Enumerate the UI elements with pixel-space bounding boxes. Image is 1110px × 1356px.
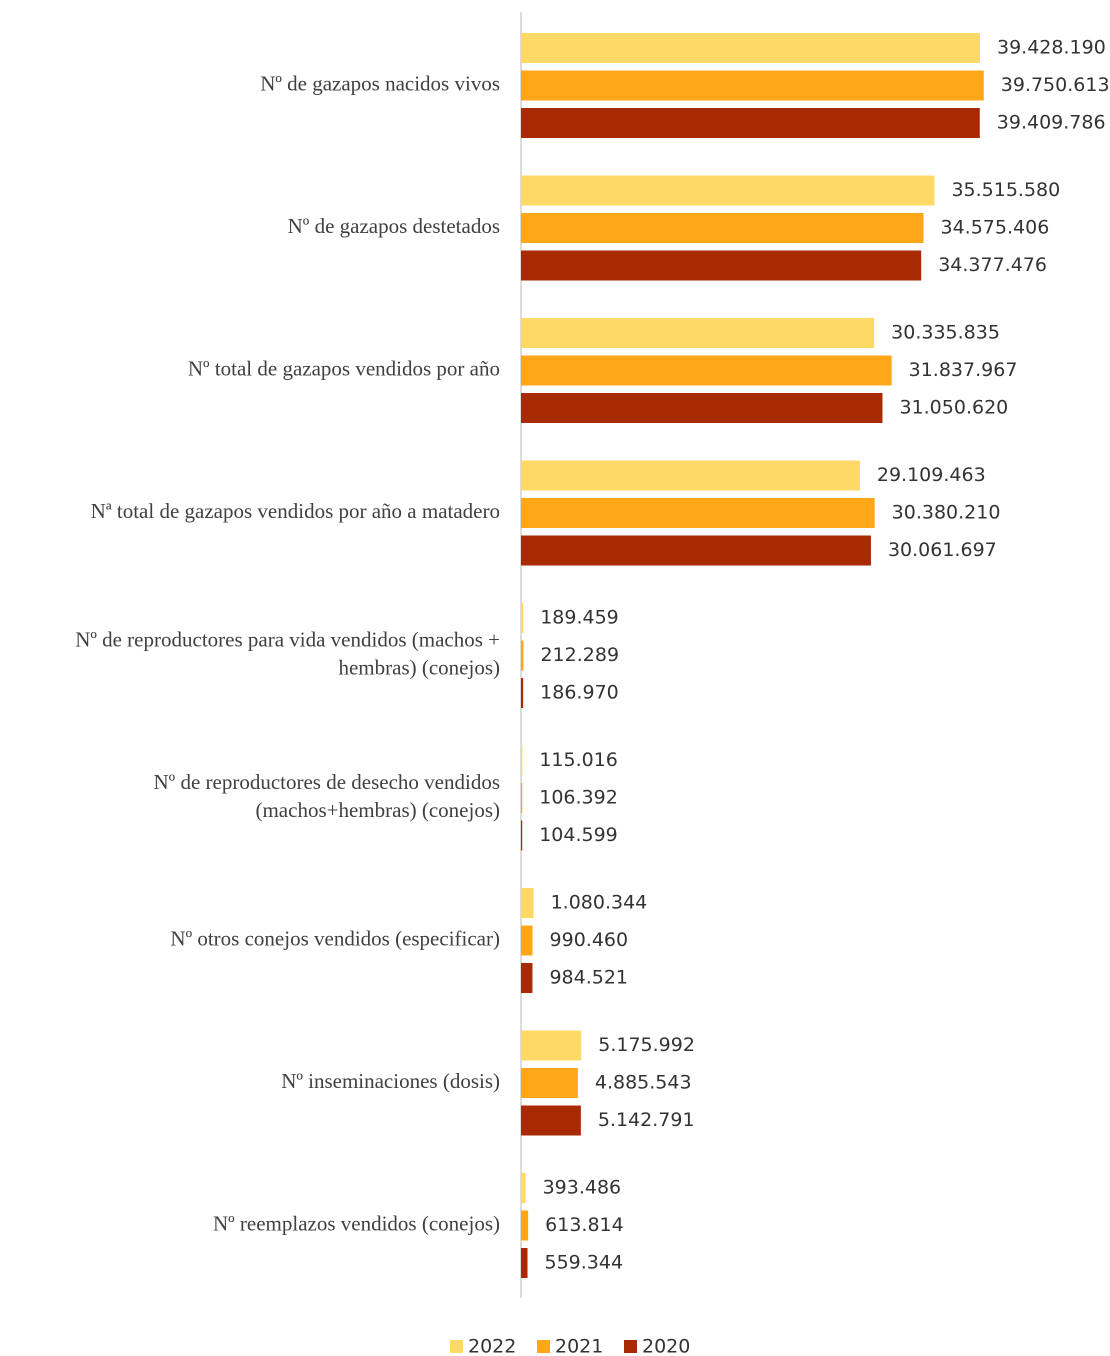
legend-label-2021: 2021 bbox=[555, 1336, 603, 1356]
data-label-2022: 39.428.190 bbox=[997, 37, 1106, 59]
data-label-2020: 559.344 bbox=[545, 1252, 624, 1274]
legend-label-2020: 2020 bbox=[642, 1336, 690, 1356]
bar-2020 bbox=[521, 535, 871, 566]
bar-2020 bbox=[521, 250, 922, 281]
data-label-2020: 186.970 bbox=[540, 682, 619, 704]
bar-2020 bbox=[521, 1248, 528, 1278]
data-label-2020: 5.142.791 bbox=[598, 1109, 695, 1131]
data-label-2021: 990.460 bbox=[550, 929, 629, 951]
bar-2021 bbox=[521, 783, 523, 813]
legend-swatch-2020 bbox=[624, 1340, 637, 1353]
bar-2022 bbox=[521, 603, 524, 633]
bar-2021 bbox=[521, 70, 984, 101]
category-label: Nº de reproductores para vida vendidos (… bbox=[75, 627, 500, 679]
category-label: Nº reemplazos vendidos (conejos) bbox=[213, 1211, 500, 1235]
data-label-2022: 393.486 bbox=[543, 1177, 622, 1199]
data-label-2021: 30.380.210 bbox=[892, 502, 1001, 524]
data-label-2021: 34.575.406 bbox=[941, 217, 1050, 239]
bar-2020 bbox=[521, 820, 523, 851]
bar-2021 bbox=[521, 925, 533, 956]
data-label-2020: 30.061.697 bbox=[888, 539, 997, 561]
legend-label-2022: 2022 bbox=[468, 1336, 516, 1356]
category-label-line: Nº reemplazos vendidos (conejos) bbox=[213, 1211, 500, 1235]
category-label-line: Nº otros conejos vendidos (especificar) bbox=[170, 926, 500, 950]
category-label-line: Nº de reproductores para vida vendidos (… bbox=[75, 627, 500, 651]
bar-2022 bbox=[521, 745, 523, 776]
data-label-2022: 35.515.580 bbox=[951, 179, 1060, 201]
bar-2020 bbox=[521, 1105, 581, 1136]
category-label: Nº de reproductores de desecho vendidos (… bbox=[154, 770, 500, 822]
bar-2020 bbox=[521, 108, 980, 138]
data-label-2022: 29.109.463 bbox=[877, 464, 986, 486]
category-label-line: Nº de gazapos nacidos vivos bbox=[260, 71, 500, 95]
bar-2022 bbox=[521, 1173, 526, 1203]
bar-2021 bbox=[521, 1068, 578, 1098]
data-label-2022: 1.080.344 bbox=[551, 892, 648, 914]
data-label-2021: 212.289 bbox=[540, 644, 619, 666]
bar-2022 bbox=[521, 888, 534, 918]
bar-2022 bbox=[521, 318, 875, 348]
bar-2022 bbox=[521, 175, 935, 206]
data-label-2022: 189.459 bbox=[540, 607, 619, 629]
bar-2020 bbox=[521, 963, 533, 993]
category-label: Nª total de gazapos vendidos por año a m… bbox=[91, 499, 500, 523]
category-label-line: Nª total de gazapos vendidos por año a m… bbox=[91, 499, 500, 523]
bar-2022 bbox=[521, 1030, 582, 1061]
category-label-line: Nº de reproductores de desecho vendidos bbox=[154, 770, 500, 794]
data-label-2020: 984.521 bbox=[549, 967, 628, 989]
data-label-2021: 106.392 bbox=[539, 787, 618, 809]
data-label-2020: 104.599 bbox=[539, 824, 618, 846]
category-label: Nº de gazapos nacidos vivos bbox=[260, 71, 500, 95]
category-label-line: Nº de gazapos destetados bbox=[288, 214, 500, 238]
data-label-2021: 39.750.613 bbox=[1001, 74, 1110, 96]
category-label: Nº inseminaciones (dosis) bbox=[281, 1069, 500, 1093]
data-label-2021: 4.885.543 bbox=[595, 1072, 692, 1094]
bar-2021 bbox=[521, 640, 524, 671]
category-label-line: Nº total de gazapos vendidos por año bbox=[188, 356, 500, 380]
bar-2021 bbox=[521, 498, 875, 528]
bar-2020 bbox=[521, 393, 883, 423]
legend-swatch-2022 bbox=[450, 1340, 463, 1353]
data-label-2020: 31.050.620 bbox=[899, 397, 1008, 419]
bar-2021 bbox=[521, 213, 924, 243]
bar-2020 bbox=[521, 678, 524, 708]
category-label-line: hembras) (conejos) bbox=[338, 655, 500, 679]
category-label: Nº total de gazapos vendidos por año bbox=[188, 356, 500, 380]
bar-2021 bbox=[521, 1210, 529, 1241]
data-label-2022: 5.175.992 bbox=[598, 1034, 695, 1056]
bar-2021 bbox=[521, 355, 892, 386]
legend-swatch-2021 bbox=[537, 1340, 550, 1353]
data-label-2022: 115.016 bbox=[539, 749, 618, 771]
data-label-2021: 613.814 bbox=[545, 1214, 624, 1236]
category-label-line: Nº inseminaciones (dosis) bbox=[281, 1069, 500, 1093]
category-label-line: (machos+hembras) (conejos) bbox=[255, 798, 500, 822]
data-label-2021: 31.837.967 bbox=[909, 359, 1018, 381]
category-label: Nº de gazapos destetados bbox=[288, 214, 500, 238]
bar-2022 bbox=[521, 460, 860, 491]
data-label-2020: 34.377.476 bbox=[938, 254, 1047, 276]
data-label-2020: 39.409.786 bbox=[997, 112, 1106, 134]
bar-2022 bbox=[521, 33, 980, 63]
category-label: Nº otros conejos vendidos (especificar) bbox=[170, 926, 500, 950]
data-label-2022: 30.335.835 bbox=[891, 322, 1000, 344]
